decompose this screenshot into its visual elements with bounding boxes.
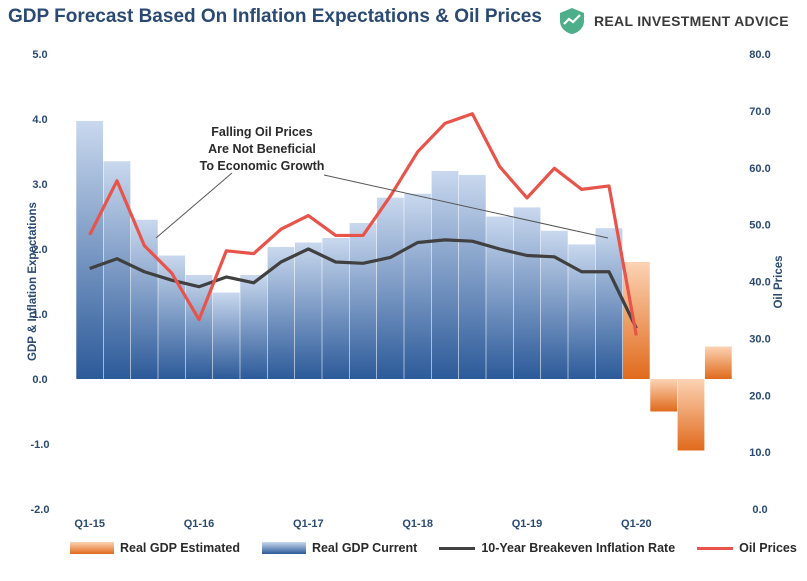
legend-item-gdp-estimated: Real GDP Estimated: [70, 541, 240, 555]
gdp-current-bar-16: [513, 207, 541, 379]
y2-tick-label: 0.0: [752, 504, 767, 516]
brand-name: REAL INVESTMENT ADVICE: [594, 13, 789, 29]
gdp-current-bar-18: [568, 244, 596, 379]
y2-tick-label: 30.0: [749, 333, 770, 345]
y-tick-label: 2.0: [32, 244, 47, 256]
annotation-text-line: Falling Oil Prices: [211, 125, 312, 139]
gdp-current-bar-7: [267, 247, 295, 379]
legend-label-breakeven: 10-Year Breakeven Inflation Rate: [481, 541, 676, 555]
gdp-current-bar-13: [431, 171, 459, 379]
brand-shield-icon: [560, 8, 584, 34]
y-tick-label: -1.0: [31, 439, 50, 451]
legend-item-oil: Oil Prices: [697, 541, 797, 555]
gdp-current-bar-8: [294, 242, 322, 379]
legend-label-oil: Oil Prices: [739, 541, 797, 555]
y2-tick-label: 80.0: [749, 49, 770, 61]
x-tick-label: Q1-16: [184, 518, 215, 530]
gdp-current-bar-15: [486, 216, 514, 379]
bars-layer: [76, 120, 732, 451]
gdp-current-bar-11: [376, 197, 404, 379]
breakeven-inflation-line: [89, 238, 638, 329]
annotation-text-line: To Economic Growth: [200, 159, 325, 173]
lines-layer: [88, 112, 638, 336]
gdp-current-bar-14: [458, 174, 486, 379]
x-tick-label: Q1-15: [74, 518, 105, 530]
y2-tick-label: 40.0: [749, 277, 770, 289]
y2-tick-label: 70.0: [749, 106, 770, 118]
annotation-layer: Falling Oil Prices Are Not Beneficial To E…: [155, 125, 609, 239]
chart-title: GDP Forecast Based On Inflation Expectat…: [8, 6, 542, 27]
y2-tick-label: 10.0: [749, 447, 770, 459]
annotation-text-line: Are Not Beneficial: [208, 142, 316, 156]
gdp-current-bar-0: [76, 120, 104, 379]
x-tick-label: Q1-19: [512, 518, 543, 530]
brand-logo: REAL INVESTMENT ADVICE: [558, 6, 789, 36]
y-tick-label: 5.0: [32, 49, 47, 61]
gdp-current-bar-6: [240, 275, 268, 379]
y-tick-label: -2.0: [31, 504, 50, 516]
legend-swatch-gdp-current: [261, 542, 306, 554]
x-tick-label: Q1-20: [621, 518, 652, 530]
legend-swatch-breakeven: [439, 546, 476, 550]
gdp-estimated-bar-22: [677, 379, 705, 451]
y-axis-title: GDP & Inflation Expectations: [27, 202, 39, 361]
gdp-current-bar-17: [540, 230, 568, 379]
y-tick-label: 4.0: [32, 114, 47, 126]
y-tick-label: 0.0: [32, 374, 47, 386]
gdp-current-bar-19: [595, 228, 623, 379]
legend-label-gdp-estimated: Real GDP Estimated: [120, 541, 240, 555]
oil-prices-line: [88, 112, 638, 336]
gdp-current-bar-1: [103, 161, 131, 379]
y2-tick-label: 50.0: [749, 220, 770, 232]
y2-tick-label: 60.0: [749, 163, 770, 175]
gdp-current-bar-12: [404, 193, 432, 379]
annotation-pointer-right: [323, 174, 609, 239]
gdp-current-bar-4: [185, 275, 213, 379]
gdp-estimated-bar-21: [650, 379, 678, 412]
legend-swatch-oil: [697, 546, 734, 550]
annotation-pointer-left: [155, 172, 233, 239]
legend-item-breakeven: 10-Year Breakeven Inflation Rate: [439, 541, 675, 555]
x-tick-label: Q1-18: [402, 518, 433, 530]
y-tick-label: 3.0: [32, 179, 47, 191]
gdp-current-bar-10: [349, 223, 377, 379]
y-tick-label: 1.0: [32, 309, 47, 321]
y2-tick-label: 20.0: [749, 390, 770, 402]
axes-layer: -2.0 -1.0 0.0 1.0 2.0 3.0 4.0 5.0 0.0 10.0 20.0 30.…: [27, 49, 785, 530]
y2-axis-title: Oil Prices: [773, 255, 785, 308]
legend-item-gdp-current: Real GDP Current: [261, 541, 418, 555]
legend-label-gdp-current: Real GDP Current: [311, 541, 418, 555]
legend-swatch-gdp-estimated: [70, 542, 114, 554]
x-tick-label: Q1-17: [293, 518, 324, 530]
gdp-current-bar-5: [212, 292, 240, 379]
gdp-estimated-bar-23: [704, 346, 732, 379]
legend: Real GDP Estimated Real GDP Current 10-Y…: [70, 541, 807, 555]
